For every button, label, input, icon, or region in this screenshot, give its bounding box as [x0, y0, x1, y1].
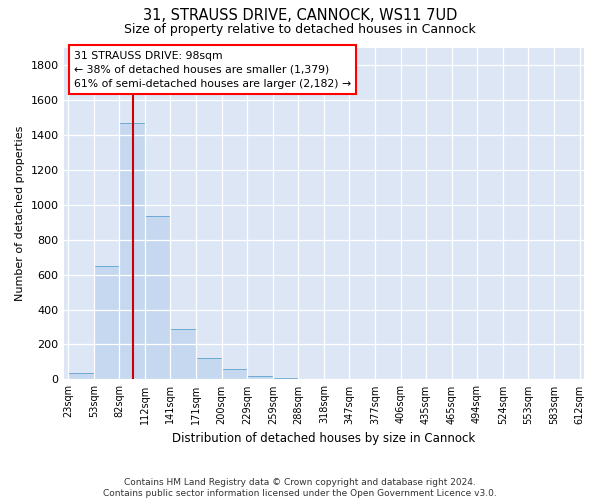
Text: Size of property relative to detached houses in Cannock: Size of property relative to detached ho…	[124, 22, 476, 36]
Bar	[170, 329, 196, 380]
Bar	[119, 122, 145, 380]
Bar	[196, 358, 221, 380]
Bar	[221, 369, 247, 380]
Bar	[68, 373, 94, 380]
Bar	[145, 216, 170, 380]
Text: 31, STRAUSS DRIVE, CANNOCK, WS11 7UD: 31, STRAUSS DRIVE, CANNOCK, WS11 7UD	[143, 8, 457, 22]
Bar	[247, 376, 273, 380]
Text: Contains HM Land Registry data © Crown copyright and database right 2024.
Contai: Contains HM Land Registry data © Crown c…	[103, 478, 497, 498]
Bar	[94, 266, 119, 380]
Text: 31 STRAUSS DRIVE: 98sqm
← 38% of detached houses are smaller (1,379)
61% of semi: 31 STRAUSS DRIVE: 98sqm ← 38% of detache…	[74, 51, 351, 89]
X-axis label: Distribution of detached houses by size in Cannock: Distribution of detached houses by size …	[172, 432, 475, 445]
Bar	[273, 378, 298, 380]
Y-axis label: Number of detached properties: Number of detached properties	[15, 126, 25, 301]
